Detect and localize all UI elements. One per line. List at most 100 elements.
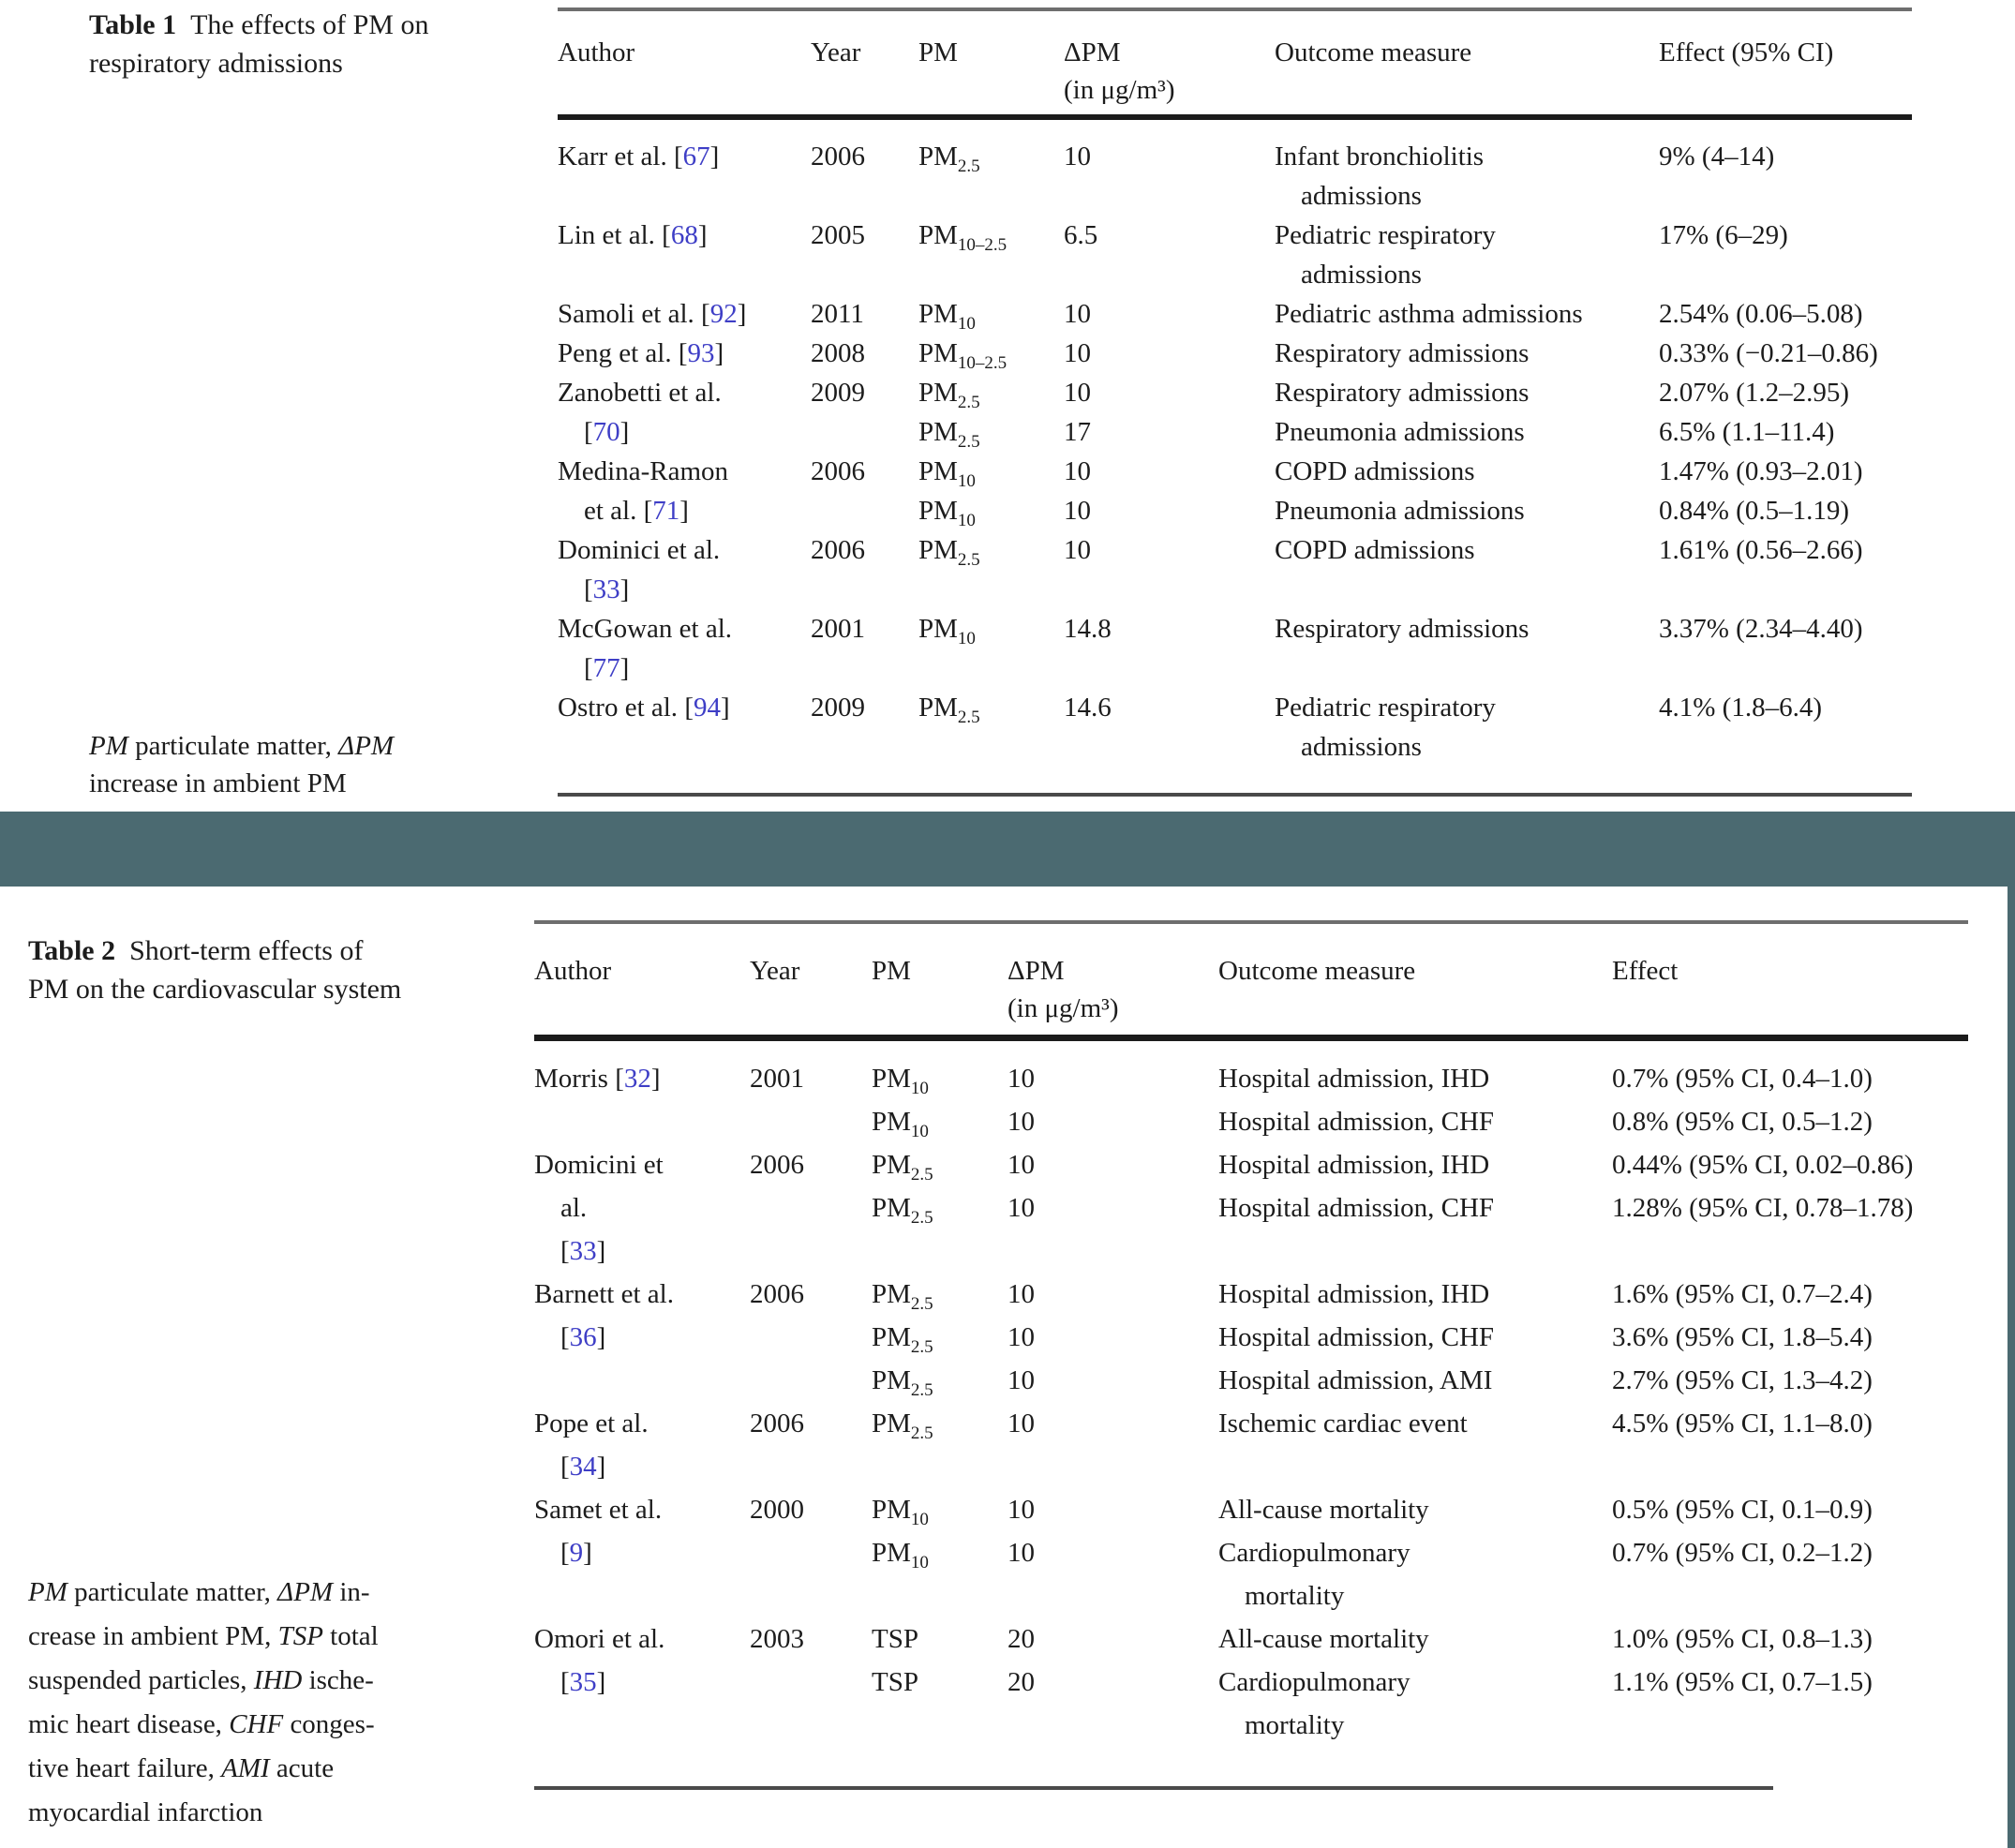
col-outcome: Outcome measure [1275,37,1472,67]
cell-outcome: Pediatric respiratory [1275,693,1496,723]
col-author: Author [558,37,635,67]
cell-effect: 4.5% (95% CI, 1.1–8.0) [1612,1408,1873,1438]
cell-effect: 1.61% (0.56–2.66) [1659,535,1863,565]
cell-outcome: All-cause mortality [1218,1495,1429,1525]
col-effect: Effect (95% CI) [1659,37,1834,67]
cell-pm: PM2.5 [872,1322,933,1357]
table1-header: Author Year PM ΔPM (in μg/m³) Outcome me… [558,34,1912,109]
table2-header: Author Year PM ΔPM (in μg/m³) Outcome me… [534,952,1968,1027]
citation-ref[interactable]: 67 [682,142,710,171]
cell-pm: PM2.5 [872,1150,933,1185]
cell-author: Morris [32] [534,1064,661,1094]
citation-ref[interactable]: 93 [687,338,715,368]
cell-effect: 1.6% (95% CI, 0.7–2.4) [1612,1279,1873,1309]
teal-divider-band [0,812,2015,887]
citation-ref[interactable]: 77 [592,653,620,683]
citation-ref[interactable]: 71 [652,496,680,526]
cell-outcome: Hospital admission, CHF [1218,1107,1495,1137]
cell-pm: PM10 [872,1064,929,1098]
caption-text: The effects of PM on [190,9,429,40]
cell-outcome: Respiratory admissions [1275,378,1530,408]
cell-pm: PM2.5 [872,1279,933,1314]
table2-body: Morris [32] 2001 PM10 10 Hospital admission,… [534,1063,1968,1752]
citation-ref[interactable]: 70 [592,417,620,447]
cell-dpm: 10 [1064,378,1091,408]
cell-year: 2006 [750,1279,804,1309]
table2-bottom-rule [534,1786,1773,1790]
col-dpm-line2: (in μg/m³) [1064,75,1175,105]
cell-outcome: mortality [1245,1710,1345,1740]
cell-effect: 0.7% (95% CI, 0.2–1.2) [1612,1538,1873,1568]
col-pm: PM [872,956,911,986]
cell-effect: 0.33% (−0.21–0.86) [1659,338,1878,368]
citation-ref[interactable]: 33 [569,1236,597,1266]
col-dpm-line2: (in μg/m³) [1008,993,1119,1023]
cell-year: 2006 [750,1150,804,1180]
citation-ref[interactable]: 9 [569,1538,584,1568]
cell-pm: PM10 [872,1538,929,1572]
cell-dpm: 20 [1008,1667,1035,1697]
cell-author: Dominici et al. [558,535,721,565]
col-dpm-line1: ΔPM [1064,37,1121,67]
caption-text: respiratory admissions [89,48,343,79]
cell-dpm: 10 [1064,496,1091,526]
citation-ref[interactable]: 33 [592,574,620,604]
cell-dpm: 10 [1064,535,1091,565]
cell-year: 2006 [811,142,865,171]
cell-outcome: Hospital admission, IHD [1218,1279,1490,1309]
cell-author: [33] [584,574,630,604]
cell-author: et al. [71] [584,496,689,526]
citation-ref[interactable]: 32 [623,1064,651,1094]
cell-outcome: Pneumonia admissions [1275,496,1525,526]
teal-right-strip [2008,887,2015,1848]
cell-dpm: 10 [1008,1107,1035,1137]
cell-author: [9] [560,1538,592,1568]
cell-pm: PM10–2.5 [918,338,1008,373]
table2-footnote: PM particulate matter, ΔPM in-crease in … [28,1571,487,1835]
footnote-line: PM particulate matter, ΔPM [89,731,395,761]
cell-dpm: 10 [1008,1064,1035,1094]
cell-dpm: 10 [1008,1538,1035,1568]
table2-top-rule [534,920,1968,924]
citation-ref[interactable]: 92 [709,299,738,329]
citation-ref[interactable]: 68 [670,220,698,250]
cell-dpm: 6.5 [1064,220,1098,250]
cell-pm: PM2.5 [872,1193,933,1228]
cell-author: Barnett et al. [534,1279,674,1309]
cell-year: 2000 [750,1495,804,1525]
cell-author: [77] [584,653,630,683]
cell-effect: 3.37% (2.34–4.40) [1659,614,1863,644]
cell-outcome: admissions [1301,732,1422,762]
cell-year: 2006 [811,535,865,565]
cell-dpm: 20 [1008,1624,1035,1654]
col-dpm-line1: ΔPM [1008,956,1065,986]
col-pm: PM [918,37,958,67]
cell-author: [34] [560,1452,606,1482]
cell-dpm: 10 [1064,456,1091,486]
citation-ref[interactable]: 35 [569,1667,597,1697]
cell-outcome: COPD admissions [1275,456,1475,486]
cell-outcome: Hospital admission, CHF [1218,1322,1495,1352]
citation-ref[interactable]: 36 [569,1322,597,1352]
cell-outcome: Pneumonia admissions [1275,417,1525,447]
cell-outcome: Hospital admission, CHF [1218,1193,1495,1223]
cell-pm: PM2.5 [918,142,980,176]
footnote-line: tive heart failure, AMI acute [28,1753,335,1783]
cell-pm: PM10 [918,614,976,648]
footnote-line: PM particulate matter, ΔPM in- [28,1577,370,1607]
citation-ref[interactable]: 34 [569,1452,597,1482]
cell-year: 2001 [750,1064,804,1094]
cell-pm: PM2.5 [918,693,980,727]
cell-author: Ostro et al. [94] [558,693,730,723]
caption-text: Short-term effects of [129,935,364,966]
cell-year: 2006 [750,1408,804,1438]
cell-outcome: mortality [1245,1581,1345,1611]
citation-ref[interactable]: 94 [693,693,721,723]
cell-outcome: Respiratory admissions [1275,614,1530,644]
cell-outcome: Cardiopulmonary [1218,1667,1410,1697]
cell-outcome: admissions [1301,181,1422,211]
cell-outcome: Cardiopulmonary [1218,1538,1410,1568]
cell-pm: PM2.5 [918,378,980,412]
cell-pm: TSP [872,1624,918,1654]
cell-dpm: 10 [1008,1495,1035,1525]
